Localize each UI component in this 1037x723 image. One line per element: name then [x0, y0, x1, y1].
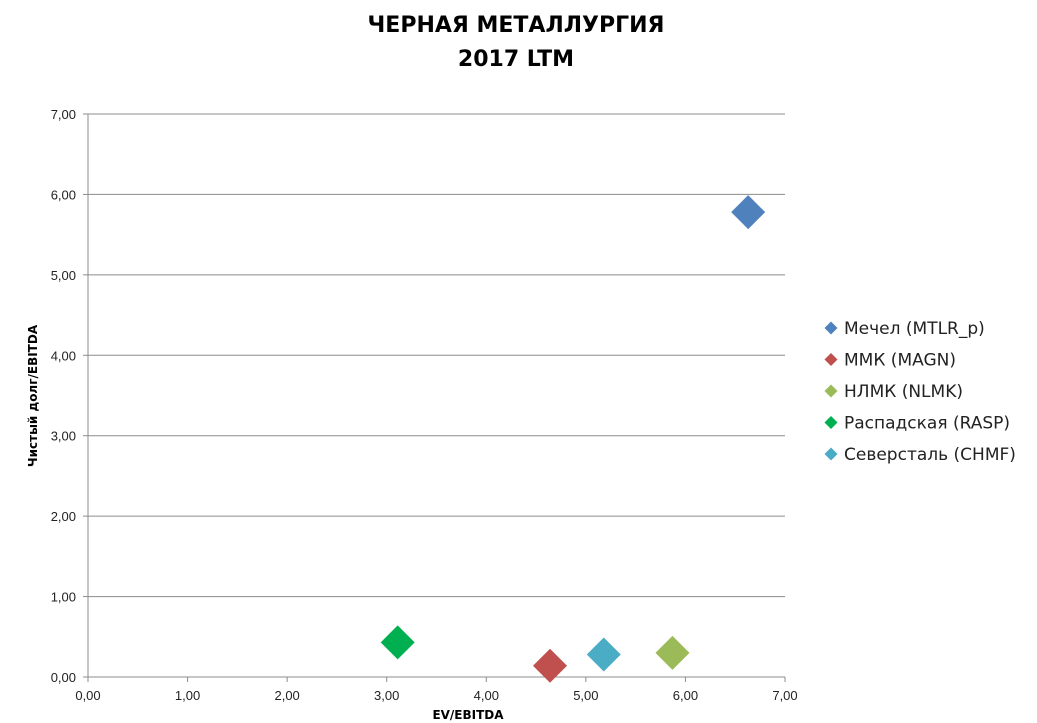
x-tick-label: 3,00 [374, 688, 399, 703]
legend: Мечел (MTLR_p) ММК (MAGN) НЛМК (NLMK) Распа… [824, 319, 1016, 465]
y-tick-label: 4,00 [51, 348, 76, 363]
y-tick-label: 2,00 [51, 509, 76, 524]
legend-marker-4 [824, 447, 838, 461]
x-tick-label: 1,00 [175, 688, 200, 703]
y-tick-label: 1,00 [51, 590, 76, 605]
data-point-0 [731, 195, 766, 230]
legend-marker-2 [824, 384, 838, 398]
legend-marker-3 [824, 416, 838, 429]
legend-marker-0 [824, 321, 838, 335]
data-point-2 [655, 635, 690, 670]
data-points [380, 195, 766, 683]
data-point-4 [586, 637, 621, 672]
legend-label-2: НЛМК (NLMK) [844, 382, 963, 402]
chart-title-line-1: ЧЕРНАЯ МЕТАЛЛУРГИЯ [368, 13, 665, 38]
y-axis-title: Чистый долг/EBITDA [26, 324, 40, 467]
legend-label-0: Мечел (MTLR_p) [844, 319, 985, 339]
y-tick-label: 6,00 [51, 187, 76, 202]
x-tick-labels: 0,00 1,00 2,00 3,00 4,00 5,00 6,00 7,00 [75, 688, 797, 703]
legend-label-1: ММК (MAGN) [844, 351, 956, 371]
x-tick-label: 6,00 [673, 688, 698, 703]
y-tick-label: 3,00 [51, 429, 76, 444]
y-tick-label: 5,00 [51, 268, 76, 283]
x-tick-label: 5,00 [573, 688, 598, 703]
x-tick-label: 2,00 [274, 688, 299, 703]
chart-title: ЧЕРНАЯ МЕТАЛЛУРГИЯ 2017 LTM [368, 13, 665, 72]
data-point-3 [380, 625, 415, 660]
x-axis-title: EV/EBITDA [432, 708, 504, 722]
x-tick-label: 7,00 [772, 688, 797, 703]
legend-label-4: Северсталь (CHMF) [844, 445, 1016, 465]
y-tick-label: 0,00 [51, 670, 76, 685]
x-tick-label: 4,00 [474, 688, 499, 703]
x-tick-label: 0,00 [75, 688, 100, 703]
chart-title-line-2: 2017 LTM [458, 47, 574, 72]
y-tick-labels: 0,00 1,00 2,00 3,00 4,00 5,00 6,00 7,00 [51, 107, 76, 685]
axes [83, 113, 786, 682]
data-point-1 [533, 648, 568, 683]
gridlines [88, 113, 785, 598]
y-tick-label: 7,00 [51, 107, 76, 122]
legend-label-3: Распадская (RASP) [844, 414, 1010, 434]
legend-marker-1 [824, 353, 838, 366]
